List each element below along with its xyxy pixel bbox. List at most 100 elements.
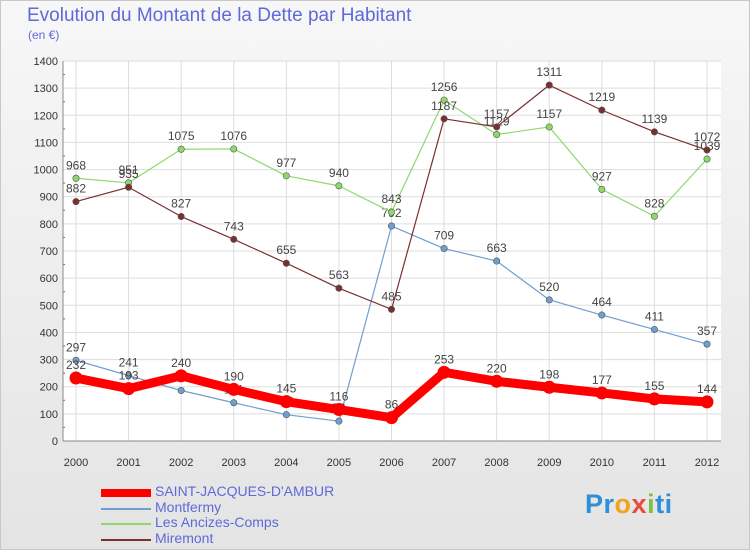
data-label: 145	[276, 382, 296, 396]
y-tick-label: 1200	[34, 110, 58, 122]
x-tick-label: 2011	[643, 457, 667, 469]
data-point	[335, 182, 343, 190]
y-tick-label: 700	[40, 246, 58, 258]
y-tick-label: 300	[40, 355, 58, 367]
data-point	[647, 392, 661, 406]
data-label: 709	[434, 229, 454, 243]
data-label: 411	[645, 309, 664, 323]
data-label: 190	[224, 369, 244, 383]
data-point	[230, 399, 238, 407]
logo-part: ti	[655, 489, 673, 519]
data-label: 253	[434, 352, 454, 366]
y-tick-label: 1300	[34, 83, 58, 95]
data-label: 743	[224, 219, 244, 233]
data-label: 927	[592, 169, 612, 183]
data-point	[282, 411, 290, 419]
data-label: 464	[592, 295, 612, 309]
logo-part: Pr	[585, 489, 615, 519]
data-label: 843	[381, 192, 401, 206]
data-label: 520	[539, 280, 559, 294]
data-label: 1075	[168, 129, 195, 143]
data-point	[335, 417, 343, 425]
data-point	[437, 365, 451, 379]
legend-swatch	[101, 489, 151, 497]
legend-label: SAINT-JACQUES-D'AMBUR	[155, 483, 335, 499]
data-point	[598, 311, 606, 319]
data-label: 241	[119, 356, 139, 370]
data-label: 968	[66, 158, 86, 172]
legend-swatch	[101, 523, 151, 525]
x-tick-label: 2010	[590, 457, 614, 469]
data-point	[703, 340, 711, 348]
data-point	[490, 374, 504, 388]
y-tick-label: 500	[40, 300, 58, 312]
y-tick-label: 800	[40, 219, 58, 231]
y-tick-label: 1000	[34, 165, 58, 177]
data-point	[493, 131, 501, 139]
x-tick-label: 2000	[64, 457, 88, 469]
logo-part: o	[614, 489, 632, 519]
data-point	[650, 128, 658, 136]
data-point	[177, 213, 185, 221]
x-tick-label: 2003	[222, 457, 246, 469]
data-label: 1256	[431, 80, 458, 94]
data-label: 1129	[484, 115, 510, 129]
data-point	[387, 222, 395, 230]
data-point	[69, 371, 83, 385]
data-label: 882	[66, 182, 86, 196]
x-tick-label: 2004	[274, 457, 298, 469]
logo-part: x	[631, 489, 648, 519]
data-point	[440, 245, 448, 253]
data-label: 177	[592, 373, 612, 387]
data-point	[440, 96, 448, 104]
data-point	[650, 212, 658, 220]
data-label: 940	[329, 166, 349, 180]
data-label: 935	[119, 167, 139, 181]
data-label: 116	[329, 390, 348, 404]
legend-label: Montfermy	[155, 498, 222, 515]
data-point	[545, 123, 553, 131]
y-tick-label: 200	[40, 382, 58, 394]
data-point	[387, 208, 395, 216]
data-label: 1139	[642, 112, 668, 126]
data-point	[177, 145, 185, 153]
data-point	[385, 411, 398, 425]
data-point	[72, 356, 80, 364]
data-label: 86	[385, 398, 399, 412]
data-label: 198	[539, 367, 559, 381]
data-label: 357	[697, 324, 717, 338]
data-label: 220	[487, 361, 507, 375]
data-label: 1187	[431, 99, 457, 113]
chart-title: Evolution du Montant de la Dette par Hab…	[27, 5, 412, 26]
data-point	[595, 386, 609, 400]
legend-label: Les Ancizes-Comps	[155, 514, 279, 530]
data-label: 663	[487, 241, 507, 255]
x-tick-label: 2012	[695, 457, 719, 469]
data-label: 1311	[536, 65, 562, 79]
data-label: 1076	[220, 129, 247, 143]
line-chart: 0 100 200 300 400 500 600 700 800 900 1000 1100 1200…	[34, 56, 721, 469]
x-tick-label: 2006	[379, 457, 403, 469]
data-label: 977	[276, 156, 296, 170]
data-point	[493, 123, 501, 131]
y-tick-label: 900	[40, 192, 58, 204]
data-point	[174, 369, 188, 383]
data-point	[122, 382, 136, 396]
data-label: 485	[381, 289, 401, 303]
data-point	[545, 81, 553, 89]
data-point	[230, 235, 238, 243]
data-point	[125, 183, 133, 191]
proxiti-logo: Proxiti	[585, 489, 673, 520]
data-label: 828	[644, 196, 664, 210]
x-tick-label: 2007	[432, 457, 456, 469]
data-point	[72, 174, 80, 182]
data-point	[282, 259, 290, 267]
y-tick-label: 600	[40, 273, 58, 285]
data-point	[125, 372, 133, 380]
legend-swatch	[101, 538, 151, 541]
data-point	[703, 155, 711, 163]
data-point	[177, 387, 185, 395]
y-tick-label: 1400	[34, 56, 58, 68]
data-label: 1039	[694, 139, 721, 153]
